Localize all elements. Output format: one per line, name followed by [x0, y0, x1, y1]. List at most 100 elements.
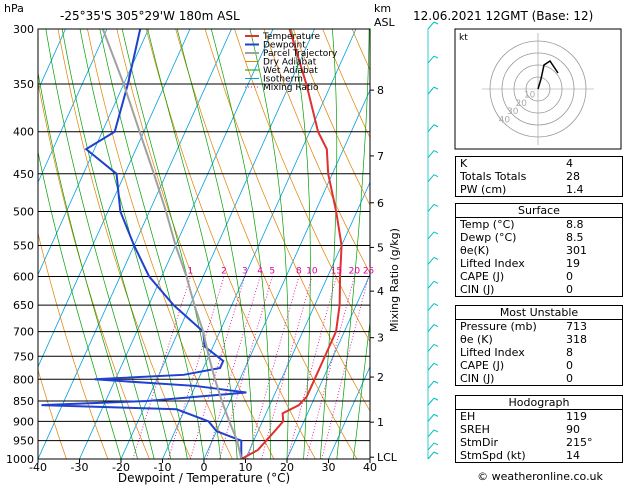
most-unstable-label: CAPE (J)	[460, 359, 505, 372]
dry-adiabat-line	[38, 80, 150, 459]
wind-barb	[427, 257, 435, 265]
wind-barb	[427, 397, 435, 406]
mixing-ratio-value: 1	[188, 267, 194, 277]
hodograph-unit-label: kt	[459, 33, 468, 43]
legend-label: Parcel Trajectory	[263, 49, 338, 59]
hodograph-ring-label: 40	[499, 116, 511, 126]
wind-barb-flag	[433, 280, 439, 284]
mixing-ratio-line	[287, 276, 337, 459]
wind-barb	[427, 204, 435, 212]
hodograph-row: StmSpd (kt) 14	[456, 449, 622, 462]
index-value: 1.4	[566, 183, 584, 196]
isotherm-line	[38, 29, 232, 459]
surface-value: 301	[566, 244, 587, 257]
x-tick-label: -10	[154, 461, 172, 474]
index-label: K	[460, 157, 468, 170]
wet-adiabat-line	[319, 29, 338, 459]
series-line-parcel-trajectory	[101, 29, 243, 459]
km-tick-label: LCL	[377, 451, 398, 464]
hodograph-value: 14	[566, 449, 580, 462]
pressure-tick-label: 450	[13, 168, 34, 181]
wind-barb-flag	[433, 380, 439, 384]
most-unstable-value: 0	[566, 372, 573, 385]
wind-barb	[427, 451, 435, 460]
background-lines	[38, 29, 370, 459]
km-tick-label: 4	[377, 285, 384, 298]
most-unstable-table: Most Unstable Pressure (mb) 713 θe (K) 318 L…	[455, 305, 623, 386]
pressure-tick-label: 950	[13, 435, 34, 448]
most-unstable-value: 8	[566, 346, 573, 359]
hodograph-ring-label: 20	[515, 99, 527, 109]
wind-barb-flag	[433, 21, 439, 25]
most-unstable-label: Pressure (mb)	[460, 320, 537, 333]
pressure-tick-label: 500	[13, 205, 34, 218]
wind-barb	[427, 124, 435, 133]
pressure-tick-label: 1000	[6, 453, 34, 466]
wind-barb	[427, 150, 435, 158]
most-unstable-row: CIN (J) 0	[456, 372, 622, 385]
pressure-tick-label: 350	[13, 78, 34, 91]
dry-adiabat-line	[38, 368, 67, 459]
surface-value: 8.8	[566, 218, 584, 231]
wind-barb-flag	[433, 451, 439, 455]
pressure-tick-label: 750	[13, 350, 34, 363]
wind-barb-flag	[433, 150, 439, 154]
mixing-ratio-value: 5	[269, 267, 275, 277]
wind-barb	[427, 86, 435, 95]
wind-barb-flag	[433, 124, 439, 128]
pressure-tick-label: 900	[13, 415, 34, 428]
x-tick-label: 30	[322, 461, 336, 474]
mixing-ratio-value: 3	[242, 267, 248, 277]
mixing-ratio-value: 4	[257, 267, 263, 277]
index-value: 28	[566, 170, 580, 183]
pressure-tick-label: 700	[13, 326, 34, 339]
km-tick-label: 6	[377, 197, 384, 210]
surface-label: θe(K)	[460, 244, 490, 257]
pressure-tick-label: 850	[13, 395, 34, 408]
wind-barb	[427, 174, 435, 182]
series-line-dewpoint	[41, 29, 247, 459]
mixing-ratio-line	[321, 276, 369, 459]
most-unstable-row: θe (K) 318	[456, 333, 622, 346]
wind-barb-flag	[433, 303, 439, 307]
hodograph-table-title: Hodograph	[456, 396, 622, 410]
x-tick-label: -30	[71, 461, 89, 474]
km-label: km	[374, 2, 391, 15]
hodograph-label: StmSpd (kt)	[460, 449, 526, 462]
indices-table: K 4 Totals Totals 28 PW (cm) 1.4	[455, 156, 623, 197]
most-unstable-value: 713	[566, 320, 587, 333]
hpa-label: hPa	[4, 2, 24, 15]
hodograph-row: EH 119	[456, 410, 622, 423]
dry-adiabat-line	[292, 29, 370, 206]
hodograph-row: SREH 90	[456, 423, 622, 436]
surface-label: Lifted Index	[460, 257, 525, 270]
wind-barb	[427, 21, 435, 30]
legend-label: Isotherm	[263, 75, 303, 85]
isotherm-line	[38, 29, 191, 368]
x-tick-label: 40	[363, 461, 377, 474]
mixing-ratio-value: 25	[363, 267, 374, 277]
most-unstable-label: CIN (J)	[460, 372, 495, 385]
mixing-ratio-value: 15	[331, 267, 342, 277]
wind-barb-flag	[433, 442, 439, 446]
wind-barb	[427, 414, 435, 422]
surface-table: Surface Temp (°C) 8.8 Dewp (°C) 8.5 θe(K) 301…	[455, 203, 623, 297]
most-unstable-value: 318	[566, 333, 587, 346]
pressure-tick-label: 550	[13, 239, 34, 252]
mixing-ratio-line	[247, 276, 300, 459]
wind-barb-flag	[433, 362, 439, 366]
isotherm-line	[328, 365, 370, 459]
x-axis-label: Dewpoint / Temperature (°C)	[118, 471, 290, 485]
wind-barbs	[427, 21, 439, 460]
isotherm-line	[203, 89, 370, 459]
axes: 1 2 3 4 5 8 10 15 20 2530035040045050055060065070…	[6, 23, 398, 474]
km-tick-label: 8	[377, 84, 384, 97]
most-unstable-label: θe (K)	[460, 333, 493, 346]
hodograph-table: Hodograph EH 119 SREH 90 StmDir 215° StmSpd (k…	[455, 395, 623, 463]
isotherm-line	[79, 29, 274, 459]
dry-adiabat-line	[263, 29, 370, 274]
surface-value: 0	[566, 270, 573, 283]
hodograph-row: StmDir 215°	[456, 436, 622, 449]
surface-label: Dewp (°C)	[460, 231, 517, 244]
